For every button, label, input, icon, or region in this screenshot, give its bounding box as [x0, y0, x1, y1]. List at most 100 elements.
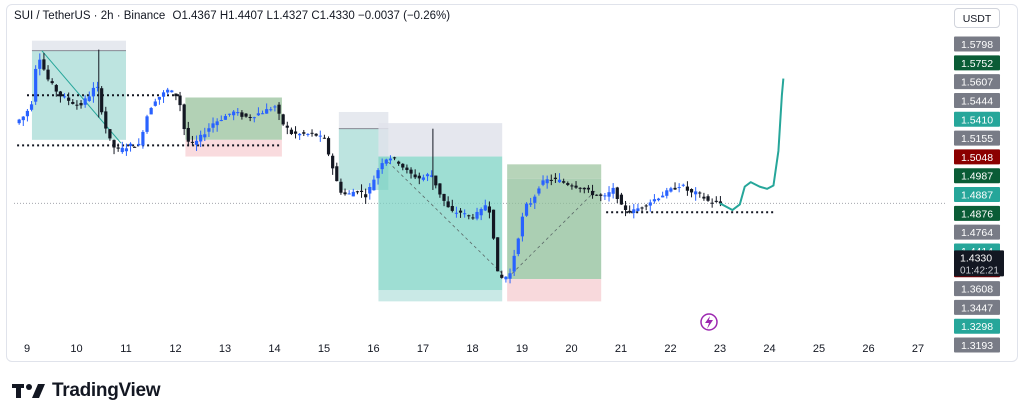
candle-body [120, 147, 124, 153]
price-label-text: 1.3298 [961, 321, 993, 333]
candle-body [434, 175, 438, 186]
zone-target [378, 156, 503, 291]
tradingview-logo[interactable]: TradingView [12, 378, 161, 404]
candle-body [174, 93, 178, 97]
candle-body [310, 132, 314, 134]
candle-body [496, 237, 500, 272]
candle-body [318, 135, 322, 137]
candle-body [54, 85, 58, 92]
candle-body [223, 116, 228, 120]
candle-body [553, 177, 558, 180]
price-label: 1.4764 [954, 224, 1000, 240]
candle-body [157, 96, 162, 100]
candle-body [628, 210, 632, 213]
candle-body [710, 202, 714, 204]
trend-line-2 [511, 189, 597, 274]
candle-body [100, 88, 104, 113]
candle-body [669, 188, 673, 192]
time-tick-label: 18 [466, 343, 478, 355]
candle-body [116, 147, 120, 149]
price-label-bg [954, 224, 1000, 240]
candle-body [656, 198, 661, 201]
candle-body [29, 104, 34, 110]
candle-body [529, 203, 533, 205]
candle-body [25, 110, 30, 117]
candle-body [438, 183, 442, 195]
candle-body [388, 158, 393, 161]
candle-body [599, 194, 603, 196]
candle-body [689, 189, 694, 193]
lightning-event-icon[interactable] [700, 313, 718, 331]
candle-body [603, 195, 607, 197]
price-label-text: 1.4887 [961, 190, 993, 202]
candle-body [644, 205, 648, 207]
candle-body [75, 104, 79, 106]
candle-body [359, 190, 364, 192]
candle-body [533, 196, 537, 203]
candle-body [397, 161, 401, 164]
candle-body [685, 186, 690, 191]
candle-body [458, 210, 463, 213]
time-tick-label: 20 [565, 343, 577, 355]
candle-body [417, 175, 421, 179]
high-value: 1.4407 [228, 10, 264, 22]
candle-body [252, 117, 256, 119]
candle-body [392, 157, 397, 159]
candle-body [83, 98, 87, 105]
price-label-text: 1.5155 [961, 133, 993, 145]
price-label: 1.5155 [954, 130, 1000, 146]
price-label-bg [954, 205, 1000, 221]
candle-body [322, 137, 327, 139]
time-tick-label: 10 [70, 343, 82, 355]
candle-body [166, 89, 170, 93]
symbol-title[interactable]: SUI / TetherUS · 2h · Binance [14, 10, 166, 22]
candle-body [421, 177, 426, 180]
candle-body [413, 174, 417, 178]
candle-body [401, 163, 405, 168]
candle-body [384, 159, 388, 164]
candle-body [227, 113, 232, 115]
candle-body [557, 179, 562, 183]
candle-body [71, 102, 75, 104]
candle-body [537, 188, 541, 194]
candle-body [95, 86, 100, 88]
candle-body [351, 191, 355, 197]
currency-button[interactable]: USDT [954, 8, 1000, 28]
time-axis: 9 10 11 12 13 14 15 16 17 18 19 20 21 22 23 24 25 26 27 [24, 343, 924, 355]
candle-body [652, 199, 657, 202]
candle-body [306, 133, 310, 135]
candle-body [586, 187, 591, 190]
candle-body [524, 203, 529, 216]
candle-body [706, 196, 710, 201]
candle-body [104, 111, 108, 129]
candle-body [578, 187, 582, 189]
candle-body [661, 195, 665, 198]
candle-body [285, 125, 289, 128]
price-label-text: 1.4987 [961, 171, 993, 183]
candle-body [199, 134, 203, 142]
zone-target [507, 164, 602, 179]
price-chart[interactable]: 1.5798 1.5752 1.5607 1.5444 1.5410 1.5155 1.50… [0, 0, 1024, 370]
candle-body [611, 187, 615, 194]
candle-body [112, 140, 116, 148]
candle-body [698, 192, 702, 194]
candle-body [409, 169, 413, 174]
price-label: 1.3447 [954, 299, 1000, 315]
candle-body [186, 127, 190, 142]
candle-body [364, 194, 368, 198]
price-label-bg [954, 337, 1000, 353]
candle-body [368, 186, 372, 194]
price-label-bg [954, 130, 1000, 146]
candle-body [273, 106, 277, 108]
price-label-text: 1.4876 [961, 208, 993, 220]
close-value: 1.4330 [319, 10, 355, 22]
candle-body [298, 133, 302, 136]
time-tick-label: 12 [169, 343, 181, 355]
zone-target-extended [378, 290, 503, 302]
candle-body [178, 95, 182, 106]
candle-body [574, 185, 578, 188]
candle-body [549, 179, 553, 181]
candle-body [232, 111, 236, 116]
symbol-legend: SUI / TetherUS · 2h · Binance O1.4367 H1… [14, 10, 450, 22]
